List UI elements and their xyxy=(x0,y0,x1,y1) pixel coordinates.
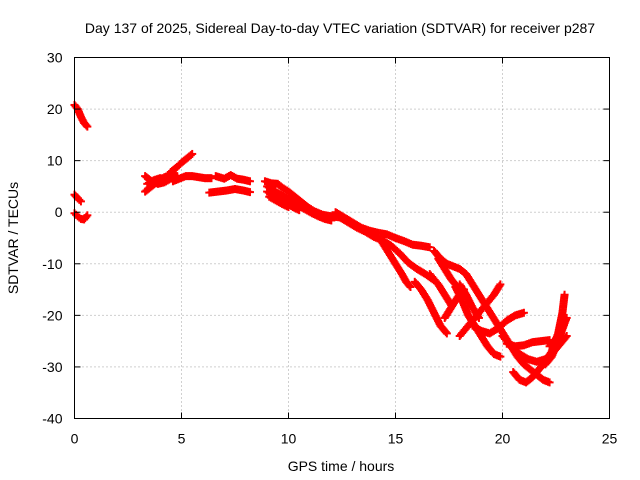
x-axis-label: GPS time / hours xyxy=(288,458,395,474)
data-point xyxy=(545,378,554,387)
y-tick-label: -40 xyxy=(42,411,62,427)
data-point xyxy=(560,290,569,299)
y-tick-label: 10 xyxy=(47,153,63,169)
x-tick-label: 15 xyxy=(388,431,404,447)
data-point xyxy=(82,121,91,130)
data-point xyxy=(83,211,92,220)
y-tick-label: -20 xyxy=(42,307,62,323)
data-point xyxy=(295,206,304,215)
data-point xyxy=(406,282,415,291)
x-tick-label: 5 xyxy=(178,431,186,447)
data-point xyxy=(162,175,171,184)
data-point xyxy=(245,177,254,186)
data-point xyxy=(75,195,84,204)
data-point xyxy=(186,151,195,160)
y-axis-label: SDTVAR / TECUs xyxy=(5,182,21,294)
tick-labels: 0 5 10 15 20 25 30 20 10 0 -10 -20 -30 -40 xyxy=(42,50,617,447)
data-point xyxy=(496,280,505,289)
y-tick-label: 0 xyxy=(55,204,63,220)
data-point xyxy=(519,308,528,317)
x-tick-label: 25 xyxy=(602,431,618,447)
data-points xyxy=(70,100,571,387)
data-point xyxy=(82,212,91,221)
y-tick-label: -10 xyxy=(42,256,62,272)
data-point xyxy=(442,329,451,338)
chart-title: Day 137 of 2025, Sidereal Day-to-day VTE… xyxy=(85,20,595,36)
data-point xyxy=(562,313,571,322)
data-point xyxy=(425,243,434,252)
x-tick-label: 10 xyxy=(281,431,297,447)
y-tick-label: 20 xyxy=(47,101,63,117)
data-point xyxy=(441,328,450,337)
y-tick-label: -30 xyxy=(42,359,62,375)
tick-layer xyxy=(74,57,610,419)
plot-frame xyxy=(74,57,610,419)
data-point xyxy=(496,352,505,361)
y-tick-label: 30 xyxy=(47,50,63,66)
data-point xyxy=(447,301,456,310)
data-point xyxy=(188,149,197,158)
x-tick-label: 0 xyxy=(71,431,79,447)
data-point xyxy=(562,331,571,340)
data-point xyxy=(284,203,293,212)
data-point xyxy=(405,281,414,290)
data-point xyxy=(83,122,92,131)
data-point xyxy=(327,216,336,225)
data-point xyxy=(76,197,85,206)
data-point xyxy=(207,174,216,183)
x-tick-label: 20 xyxy=(495,431,511,447)
data-point xyxy=(245,188,254,197)
